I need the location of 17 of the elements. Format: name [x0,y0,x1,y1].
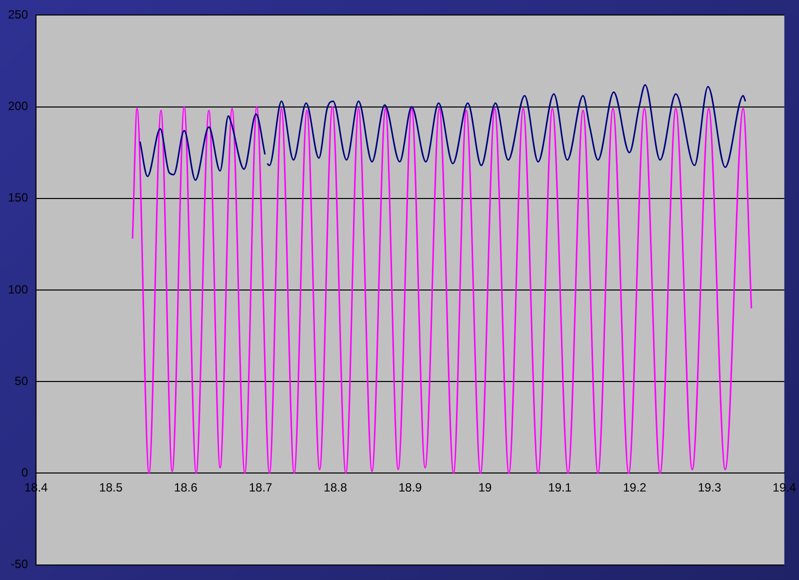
y-tick-label: 200 [8,99,28,114]
y-tick-label: 250 [8,8,28,22]
x-tick-label: 18.7 [248,480,273,495]
y-tick-label: 150 [8,190,28,205]
y-tick-label: 50 [14,374,28,388]
x-tick-label: 19 [478,480,492,495]
y-tick-label: -50 [10,557,28,572]
x-tick-label: 18.8 [324,480,348,495]
x-tick-label: 18.6 [174,480,198,495]
y-tick-label: 100 [8,282,28,296]
x-tick-label: 19.3 [698,480,722,495]
x-tick-label: 18.5 [99,480,123,495]
line-series [132,106,752,474]
y-tick-label: 0 [21,466,28,480]
x-tick-label: 19.2 [622,480,647,495]
x-tick-label: 19.1 [548,480,572,495]
x-tick-label: 18.9 [398,480,422,495]
